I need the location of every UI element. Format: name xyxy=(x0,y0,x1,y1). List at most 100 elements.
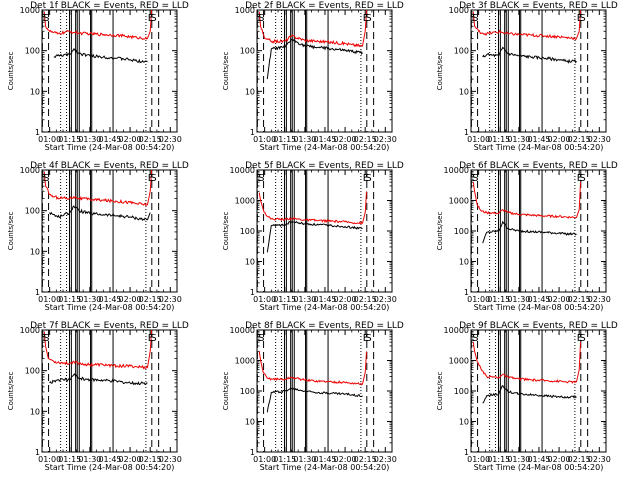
lld-series-line xyxy=(43,9,152,41)
lld-series-line xyxy=(472,342,581,384)
lld-series-line xyxy=(472,9,581,41)
marker-annotation: S xyxy=(43,173,49,184)
y-tick-label: 100 xyxy=(25,47,40,56)
detector-panel-7: Det 7f BLACK = Events, RED = LLD Counts/s… xyxy=(7,321,189,472)
lld-series-line xyxy=(258,191,367,226)
x-tick-label: 01:15 xyxy=(273,455,296,464)
x-tick-label: 01:30 xyxy=(507,135,530,144)
x-tick-label: 02:00 xyxy=(334,135,357,144)
y-tick-label: 1000 xyxy=(449,6,469,15)
y-tick-label: 1000 xyxy=(235,357,255,366)
plot-frame xyxy=(41,9,178,133)
detector-panel-5: Det 5f BLACK = Events, RED = LLD Counts/s… xyxy=(222,161,404,312)
marker-annotation: E xyxy=(148,333,154,344)
panel-title: Det 5f BLACK = Events, RED = LLD xyxy=(245,161,404,171)
y-tick-label: 100 xyxy=(25,367,40,376)
x-tick-label: 01:45 xyxy=(98,295,121,304)
y-axis-label: Counts/sec xyxy=(7,212,15,251)
marker-annotation: E xyxy=(577,173,583,184)
panel-title: Det 2f BLACK = Events, RED = LLD xyxy=(245,1,404,11)
y-tick-label: 1 xyxy=(35,128,40,137)
x-tick-label: 01:00 xyxy=(467,135,490,144)
y-tick-label: 1000 xyxy=(235,6,255,15)
x-tick-label: 02:30 xyxy=(159,455,182,464)
marker-annotation: S xyxy=(579,173,585,184)
panel-title: Det 7f BLACK = Events, RED = LLD xyxy=(30,321,189,331)
events-series-line xyxy=(49,373,148,386)
marker-annotation: S xyxy=(258,173,264,184)
y-axis-label: Counts/sec xyxy=(436,52,444,91)
x-tick-label: 02:15 xyxy=(568,295,591,304)
detector-panel-8: Det 8f BLACK = Events, RED = LLD Counts/s… xyxy=(222,321,404,472)
x-axis-label: Start Time (24-Mar-08 00:54:20) xyxy=(260,143,390,152)
y-axis-label: Counts/sec xyxy=(222,212,230,251)
marker-annotation: S xyxy=(472,333,478,344)
x-tick-label: 01:15 xyxy=(487,295,510,304)
y-axis-label: Counts/sec xyxy=(7,372,15,411)
marker-annotation: E xyxy=(40,173,46,184)
x-tick-label: 02:00 xyxy=(334,455,357,464)
x-tick-label: 02:00 xyxy=(119,455,142,464)
y-tick-label: 10000 xyxy=(444,326,469,335)
lld-series-line xyxy=(258,9,367,48)
plot-frame xyxy=(41,329,178,453)
x-tick-label: 01:00 xyxy=(38,455,61,464)
y-tick-label: 10 xyxy=(459,87,469,96)
marker-annotation: S xyxy=(150,13,156,24)
x-tick-label: 01:45 xyxy=(98,455,121,464)
marker-annotation: S xyxy=(365,333,371,344)
y-tick-label: 1 xyxy=(464,448,469,457)
x-tick-label: 02:30 xyxy=(374,295,397,304)
events-series-line xyxy=(53,48,148,64)
marker-annotation: S xyxy=(43,13,49,24)
x-tick-label: 02:00 xyxy=(334,295,357,304)
marker-annotation: S xyxy=(365,173,371,184)
detector-panel-6: Det 6f BLACK = Events, RED = LLD Counts/s… xyxy=(436,161,618,312)
events-series-line xyxy=(266,387,363,413)
x-tick-label: 01:00 xyxy=(253,135,276,144)
x-tick-label: 01:45 xyxy=(313,295,336,304)
x-tick-label: 02:00 xyxy=(119,295,142,304)
x-tick-label: 02:30 xyxy=(588,135,611,144)
marker-annotation: E xyxy=(363,173,369,184)
marker-annotation: S xyxy=(579,13,585,24)
lld-series-line xyxy=(43,329,152,370)
y-axis-label: Counts/sec xyxy=(7,52,15,91)
x-tick-label: 01:00 xyxy=(467,295,490,304)
y-tick-label: 1000 xyxy=(449,357,469,366)
x-axis-label: Start Time (24-Mar-08 00:54:20) xyxy=(474,463,604,472)
x-tick-label: 01:45 xyxy=(98,135,121,144)
panel-title: Det 1f BLACK = Events, RED = LLD xyxy=(30,1,189,11)
y-tick-label: 1 xyxy=(250,448,255,457)
y-axis-label: Counts/sec xyxy=(222,372,230,411)
x-tick-label: 02:15 xyxy=(568,455,591,464)
y-tick-label: 100 xyxy=(454,227,469,236)
x-tick-label: 01:30 xyxy=(78,455,101,464)
x-tick-label: 01:45 xyxy=(527,295,550,304)
marker-annotation: E xyxy=(40,333,46,344)
x-tick-label: 01:30 xyxy=(507,455,530,464)
y-tick-label: 1000 xyxy=(20,166,40,175)
plot-frame xyxy=(470,329,607,453)
x-tick-label: 02:15 xyxy=(568,135,591,144)
marker-annotation: E xyxy=(363,333,369,344)
detector-panel-3: Det 3f BLACK = Events, RED = LLD Counts/s… xyxy=(436,1,618,152)
x-tick-label: 02:30 xyxy=(588,455,611,464)
x-tick-label: 02:15 xyxy=(354,455,377,464)
events-series-line xyxy=(482,220,577,244)
lld-series-line xyxy=(472,182,581,219)
y-tick-label: 100 xyxy=(240,47,255,56)
events-series-line xyxy=(49,205,151,221)
y-tick-label: 10000 xyxy=(444,166,469,175)
marker-annotation: S xyxy=(258,13,264,24)
y-tick-label: 10 xyxy=(459,418,469,427)
x-tick-label: 01:00 xyxy=(38,295,61,304)
x-tick-label: 01:45 xyxy=(527,455,550,464)
panel-title: Det 6f BLACK = Events, RED = LLD xyxy=(459,161,618,171)
x-tick-label: 01:00 xyxy=(253,455,276,464)
x-tick-label: 02:30 xyxy=(159,135,182,144)
panel-title: Det 4f BLACK = Events, RED = LLD xyxy=(30,161,189,171)
events-series-line xyxy=(482,46,577,64)
x-tick-label: 02:00 xyxy=(119,135,142,144)
